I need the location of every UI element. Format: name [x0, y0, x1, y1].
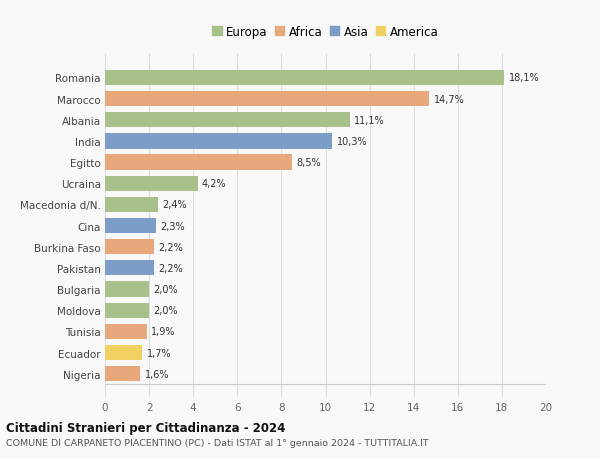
Text: 2,0%: 2,0% [154, 285, 178, 294]
Text: 10,3%: 10,3% [337, 137, 367, 146]
Text: Cittadini Stranieri per Cittadinanza - 2024: Cittadini Stranieri per Cittadinanza - 2… [6, 421, 286, 435]
Legend: Europa, Africa, Asia, America: Europa, Africa, Asia, America [210, 23, 441, 41]
Bar [105, 303, 149, 318]
Bar [105, 261, 154, 276]
Text: 2,4%: 2,4% [163, 200, 187, 210]
Bar [105, 134, 332, 149]
Bar [105, 282, 149, 297]
Text: COMUNE DI CARPANETO PIACENTINO (PC) - Dati ISTAT al 1° gennaio 2024 - TUTTITALIA: COMUNE DI CARPANETO PIACENTINO (PC) - Da… [6, 438, 428, 447]
Bar [105, 366, 140, 381]
Text: 18,1%: 18,1% [509, 73, 539, 83]
Bar [105, 240, 154, 255]
Bar [105, 176, 197, 191]
Text: 2,2%: 2,2% [158, 242, 182, 252]
Text: 1,9%: 1,9% [151, 327, 176, 336]
Bar [105, 92, 429, 107]
Text: 2,2%: 2,2% [158, 263, 182, 273]
Bar [105, 324, 147, 339]
Bar [105, 71, 504, 86]
Bar [105, 218, 156, 234]
Text: 2,0%: 2,0% [154, 306, 178, 315]
Text: 14,7%: 14,7% [434, 95, 464, 104]
Bar [105, 197, 158, 213]
Text: 1,6%: 1,6% [145, 369, 169, 379]
Text: 8,5%: 8,5% [297, 158, 322, 168]
Bar [105, 155, 292, 170]
Text: 4,2%: 4,2% [202, 179, 227, 189]
Text: 11,1%: 11,1% [354, 116, 385, 125]
Text: 2,3%: 2,3% [160, 221, 185, 231]
Bar [105, 113, 350, 128]
Bar [105, 345, 142, 360]
Text: 1,7%: 1,7% [147, 348, 172, 358]
